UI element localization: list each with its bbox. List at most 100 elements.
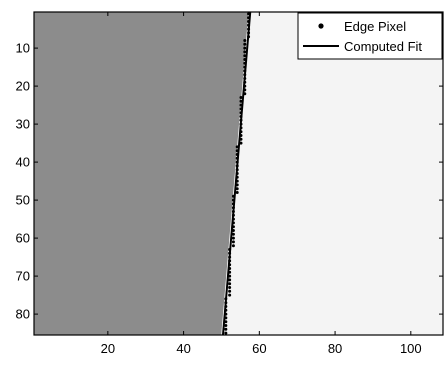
edge-pixel-point: [231, 240, 235, 244]
edge-pixel-point: [235, 187, 239, 191]
edge-pixel-point: [228, 259, 232, 263]
edge-pixel-point: [247, 35, 251, 39]
image-layer: [34, 12, 443, 335]
legend-label-edge-pixel: Edge Pixel: [344, 19, 406, 34]
edge-pixel-point: [231, 198, 235, 202]
y-tick-label: 80: [16, 307, 30, 322]
edge-pixel-point: [228, 251, 232, 255]
edge-pixel-point: [247, 23, 251, 27]
edge-pixel-point: [239, 118, 243, 122]
edge-pixel-point: [239, 99, 243, 103]
edge-pixel-point: [231, 210, 235, 213]
edge-pixel-point: [224, 331, 228, 335]
edge-pixel-point: [239, 115, 243, 118]
edge-pixel-point: [231, 225, 235, 229]
edge-pixel-point: [224, 308, 228, 312]
edge-pixel-point: [247, 20, 251, 23]
edge-pixel-point: [231, 213, 235, 217]
edge-pixel-point: [247, 16, 251, 20]
x-axis: 20 40 60 80 100: [101, 12, 422, 356]
y-tick-label: 20: [16, 79, 30, 94]
edge-pixel-point: [239, 141, 243, 145]
dark-region: [34, 12, 249, 335]
points-layer: [224, 12, 251, 335]
light-region: [222, 12, 443, 335]
x-tick-label: 100: [400, 341, 422, 356]
edge-pixel-point: [235, 145, 239, 149]
edge-pixel-point: [231, 244, 235, 248]
edge-pixel-point: [231, 221, 235, 225]
edge-pixel-point: [243, 77, 247, 80]
edge-pixel-point: [231, 194, 235, 198]
edge-pixel-point: [224, 320, 228, 324]
edge-pixel-point: [239, 134, 243, 137]
edge-pixel-point: [231, 232, 235, 236]
x-tick-label: 40: [176, 341, 190, 356]
edge-pixel-point: [243, 80, 247, 84]
edge-pixel-point: [239, 111, 243, 115]
x-tick-label: 20: [101, 341, 115, 356]
edge-pixel-point: [243, 65, 247, 69]
edge-pixel-point: [235, 168, 239, 172]
edge-pixel-point: [235, 175, 239, 179]
x-tick-label: 80: [328, 341, 342, 356]
edge-pixel-point: [228, 293, 232, 297]
y-tick-label: 40: [16, 155, 30, 170]
edge-pixel-point: [228, 263, 232, 267]
edge-pixel-point: [231, 206, 235, 210]
edge-pixel-point: [243, 50, 247, 54]
edge-pixel-point: [235, 191, 239, 194]
edge-pixel-point: [231, 236, 235, 240]
edge-pixel-point: [224, 312, 228, 316]
edge-pixel-point: [243, 58, 247, 61]
edge-pixel-point: [235, 156, 239, 160]
edge-pixel-point: [247, 27, 251, 31]
edge-pixel-point: [239, 130, 243, 134]
legend-marker-edge-pixel: [318, 23, 324, 29]
edge-pixel-point: [239, 126, 243, 130]
edge-pixel-point: [243, 54, 247, 58]
edge-pixel-point: [228, 278, 232, 282]
edge-pixel-point: [243, 73, 247, 77]
edge-pixel-point: [235, 183, 239, 187]
edge-pixel-point: [231, 217, 235, 221]
edge-pixel-point: [239, 107, 243, 111]
edge-pixel-point: [239, 137, 243, 141]
y-tick-label: 60: [16, 231, 30, 246]
edge-pixel-point: [243, 84, 247, 88]
legend-box: [297, 12, 443, 60]
edge-pixel-point: [231, 229, 235, 232]
edge-pixel-point: [228, 289, 232, 293]
edge-pixel-point: [239, 103, 243, 107]
edge-pixel-point: [224, 297, 228, 301]
edge-pixel-point: [224, 316, 228, 320]
y-tick-label: 50: [16, 193, 30, 208]
edge-pixel-point: [239, 96, 243, 99]
edge-pixel-point: [224, 305, 228, 308]
edge-pixel-point: [243, 46, 247, 50]
edge-pixel-point: [235, 160, 239, 164]
y-tick-label: 30: [16, 117, 30, 132]
edge-pixel-point: [235, 179, 239, 183]
edge-pixel-point: [228, 286, 232, 289]
y-axis: 10 20 30 40 50 60 70 80: [16, 41, 443, 322]
edge-pixel-point: [243, 42, 247, 46]
edge-pixel-point: [228, 274, 232, 278]
edge-pixel-point: [243, 88, 247, 92]
edge-pixel-point: [228, 267, 232, 270]
edge-pixel-point: [243, 61, 247, 65]
y-tick-label: 10: [16, 41, 30, 56]
edge-pixel-point: [235, 164, 239, 168]
plot-frame: [33, 11, 444, 336]
edge-pixel-point: [224, 301, 228, 305]
edge-pixel-point: [228, 270, 232, 274]
edge-pixel-point: [231, 202, 235, 206]
edge-pixel-point: [228, 248, 232, 251]
legend-label-computed-fit: Computed Fit: [344, 39, 422, 54]
edge-pixel-point: [239, 122, 243, 126]
edge-pixel-point: [243, 39, 247, 42]
edge-pixel-point: [224, 327, 228, 331]
edge-pixel-point: [235, 172, 239, 175]
legend: Edge Pixel Computed Fit: [297, 12, 443, 60]
